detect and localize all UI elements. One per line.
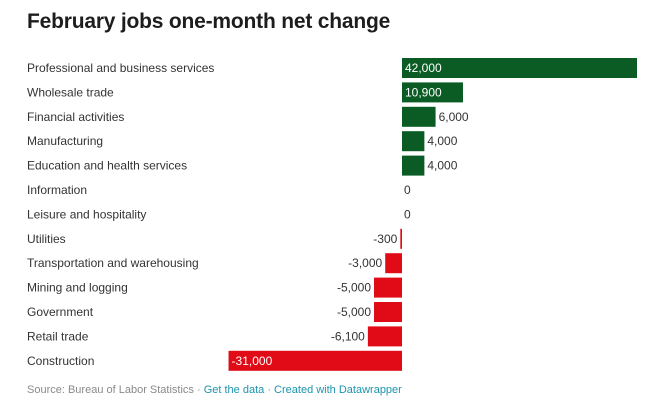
bar-chart: Professional and business services 42,000… [27, 58, 637, 371]
value-label: 10,900 [405, 85, 442, 99]
bar-row: Information 0 [27, 183, 411, 197]
bar-positive [402, 131, 425, 152]
datawrapper-link[interactable]: Created with Datawrapper [274, 384, 402, 396]
category-label: Leisure and hospitality [27, 207, 146, 221]
category-label: Utilities [27, 232, 66, 246]
bar-row: Manufacturing 4,000 [27, 131, 458, 152]
category-label: Manufacturing [27, 134, 103, 148]
value-label: -300 [373, 232, 397, 246]
separator: · [193, 384, 204, 396]
value-label: -3,000 [348, 256, 382, 270]
bar-row: Leisure and hospitality 0 [27, 207, 411, 221]
footer: Source: Bureau of Labor Statistics · Get… [27, 384, 402, 396]
bar-row: Mining and logging -5,000 [27, 277, 402, 298]
bar-row: Government -5,000 [27, 302, 402, 322]
bar-row: Financial activities 6,000 [27, 106, 469, 127]
category-label: Mining and logging [27, 281, 128, 295]
bar-positive [402, 106, 436, 127]
category-label: Wholesale trade [27, 85, 114, 99]
category-label: Professional and business services [27, 61, 214, 75]
bar-negative [374, 277, 402, 298]
bar-positive [402, 82, 463, 103]
value-label: 42,000 [405, 61, 442, 75]
bar-row: Wholesale trade 10,900 [27, 82, 463, 103]
category-label: Information [27, 183, 87, 197]
bar-row: Retail trade -6,100 [27, 326, 402, 347]
source-text: Source: Bureau of Labor Statistics [27, 384, 194, 396]
category-label: Retail trade [27, 329, 89, 343]
category-label: Government [27, 305, 94, 319]
category-label: Financial activities [27, 110, 124, 124]
bar-row: Utilities -300 [27, 228, 402, 249]
bar-row: Transportation and warehousing -3,000 [27, 253, 402, 274]
value-label: -31,000 [232, 354, 273, 368]
bar-negative [374, 302, 402, 322]
category-label: Transportation and warehousing [27, 256, 199, 270]
bar-negative [367, 326, 402, 347]
value-label: 4,000 [427, 159, 457, 173]
value-label: 4,000 [427, 134, 457, 148]
value-label: -5,000 [337, 305, 371, 319]
value-label: -5,000 [337, 281, 371, 295]
value-label: 6,000 [439, 110, 469, 124]
bar-positive [402, 58, 637, 78]
get-data-link[interactable]: Get the data [203, 384, 265, 396]
bar-row: Construction -31,000 [27, 350, 402, 371]
bar-row: Education and health services 4,000 [27, 155, 458, 176]
separator: · [264, 384, 275, 396]
bar-positive [402, 155, 425, 176]
bar-negative [400, 228, 402, 249]
category-label: Education and health services [27, 159, 187, 173]
value-label: -6,100 [331, 329, 365, 343]
value-label: 0 [404, 183, 411, 197]
chart-title: February jobs one-month net change [27, 10, 391, 33]
bar-negative [385, 253, 402, 274]
category-label: Construction [27, 354, 94, 368]
bar-negative [228, 350, 402, 371]
value-label: 0 [404, 207, 411, 221]
bar-row: Professional and business services 42,000 [27, 58, 637, 78]
